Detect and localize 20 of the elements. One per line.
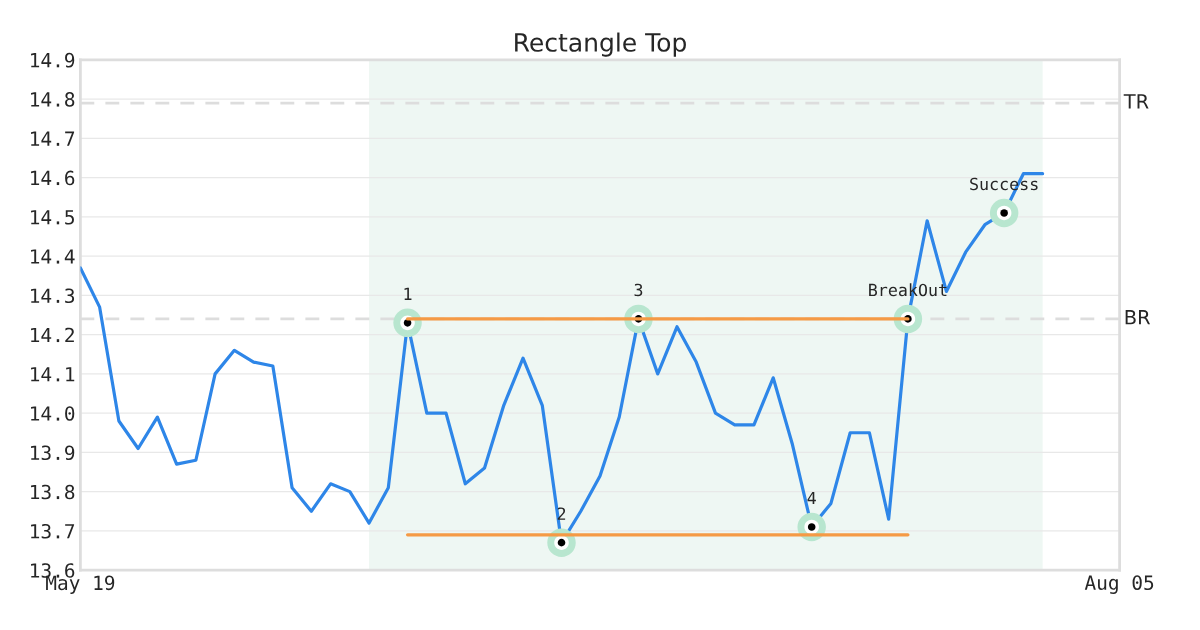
y-tick-label: 14.8 — [31, 92, 75, 107]
annotation: 3 — [634, 283, 643, 297]
ref-line-label: TR — [1123, 94, 1149, 109]
y-tick-label: 14.7 — [31, 131, 75, 146]
y-tick-label: 14.3 — [31, 288, 75, 304]
y-tick-label: 14.4 — [31, 249, 75, 264]
annotation: 4 — [807, 491, 816, 505]
y-tick-label: 13.7 — [31, 523, 75, 539]
chart-title: Rectangle Top — [515, 32, 686, 57]
x-tick-label: Aug 05 — [1084, 575, 1154, 594]
y-tick-label: 13.8 — [31, 484, 75, 500]
y-tick-label: 14.9 — [31, 52, 75, 68]
ref-line-label: BR — [1125, 310, 1151, 325]
y-tick-label: 14.0 — [31, 406, 75, 421]
y-tick-label: 14.5 — [31, 210, 74, 225]
y-tick-label: 14.2 — [31, 327, 74, 343]
y-tick-label: 13.9 — [31, 445, 75, 461]
y-tick-label: 14.6 — [31, 170, 75, 186]
y-tick-label: 14.1 — [31, 367, 75, 382]
annotation: 1 — [404, 287, 412, 300]
